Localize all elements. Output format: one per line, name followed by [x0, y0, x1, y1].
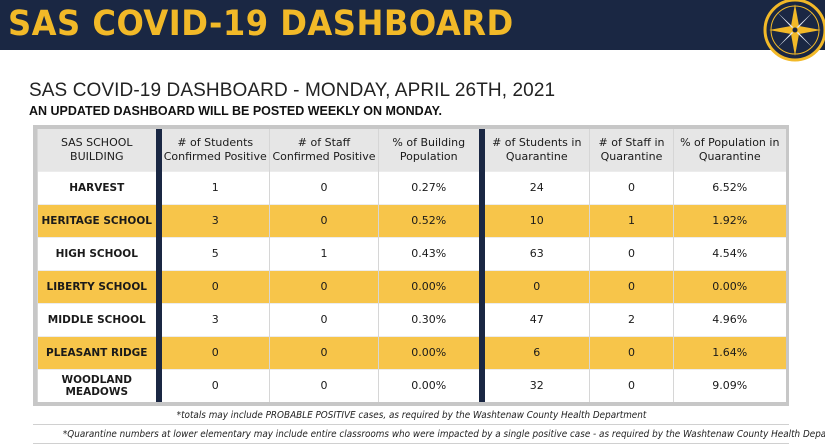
cell-building-population: 0.30% [378, 302, 482, 336]
cell-staff-positive: 1 [269, 236, 379, 270]
top-banner: SAS COVID-19 DASHBOARD [0, 0, 825, 62]
cell-population-quarantine: 0.00% [673, 269, 786, 303]
cell-staff-quarantine: 2 [589, 302, 674, 336]
footnote-totals: *totals may include PROBABLE POSITIVE ca… [33, 407, 789, 425]
footnote-quarantine: *Quarantine numbers at lower elementary … [33, 426, 825, 444]
cell-building-population: 0.43% [378, 236, 482, 270]
cell-students-quarantine: 47 [478, 302, 590, 336]
cell-students-positive: 0 [155, 368, 270, 402]
header-staff-quarantine: # of Staff in Quarantine [589, 129, 674, 171]
table-row: HARVEST 1 0 0.27% 24 0 6.52% [37, 170, 786, 204]
footnote-quarantine-text: *Quarantine numbers at lower elementary … [62, 429, 825, 440]
cell-students-positive: 0 [155, 269, 270, 303]
cell-students-positive: 0 [155, 335, 270, 369]
table-row: PLEASANT RIDGE 0 0 0.00% 6 0 1.64% [37, 335, 786, 369]
header-students-positive: # of Students Confirmed Positive [155, 129, 270, 171]
cell-building-population: 0.00% [378, 269, 482, 303]
cell-students-quarantine: 32 [478, 368, 590, 402]
cell-staff-quarantine: 0 [589, 368, 674, 402]
cell-students-positive: 3 [155, 302, 270, 336]
cell-staff-positive: 0 [269, 170, 379, 204]
cell-building-population: 0.00% [378, 335, 482, 369]
header-building-population: % of Building Population [378, 129, 482, 171]
table-header-row: SAS SCHOOL BUILDING # of Students Confir… [37, 129, 786, 171]
cell-staff-positive: 0 [269, 335, 379, 369]
footnote-totals-text: *totals may include PROBABLE POSITIVE ca… [176, 410, 646, 421]
cell-staff-quarantine: 1 [589, 203, 674, 237]
dashboard-table: SAS SCHOOL BUILDING # of Students Confir… [37, 129, 786, 402]
page-title: SAS COVID-19 DASHBOARD - MONDAY, APRIL 2… [29, 80, 556, 101]
cell-population-quarantine: 1.64% [673, 335, 786, 369]
table-row: WOODLAND MEADOWS 0 0 0.00% 32 0 9.09% [37, 368, 786, 402]
cell-building: LIBERTY SCHOOL [37, 269, 159, 303]
header-building: SAS SCHOOL BUILDING [37, 129, 159, 171]
cell-building: HIGH SCHOOL [37, 236, 159, 270]
cell-population-quarantine: 9.09% [673, 368, 786, 402]
table-row: MIDDLE SCHOOL 3 0 0.30% 47 2 4.96% [37, 302, 786, 336]
cell-staff-positive: 0 [269, 269, 379, 303]
cell-population-quarantine: 4.96% [673, 302, 786, 336]
cell-students-quarantine: 6 [478, 335, 590, 369]
header-population-quarantine: % of Population in Quarantine [673, 129, 786, 171]
table-row: LIBERTY SCHOOL 0 0 0.00% 0 0 0.00% [37, 269, 786, 303]
page-subtitle: AN UPDATED DASHBOARD WILL BE POSTED WEEK… [29, 104, 443, 118]
cell-staff-positive: 0 [269, 302, 379, 336]
cell-staff-positive: 0 [269, 368, 379, 402]
cell-building-population: 0.27% [378, 170, 482, 204]
cell-building: HARVEST [37, 170, 159, 204]
compass-rose-icon [763, 0, 825, 62]
cell-students-quarantine: 10 [478, 203, 590, 237]
cell-students-positive: 5 [155, 236, 270, 270]
cell-students-quarantine: 0 [478, 269, 590, 303]
cell-building: PLEASANT RIDGE [37, 335, 159, 369]
header-staff-positive: # of Staff Confirmed Positive [269, 129, 379, 171]
cell-staff-quarantine: 0 [589, 170, 674, 204]
cell-students-quarantine: 63 [478, 236, 590, 270]
cell-staff-positive: 0 [269, 203, 379, 237]
cell-staff-quarantine: 0 [589, 236, 674, 270]
table-row: HERITAGE SCHOOL 3 0 0.52% 10 1 1.92% [37, 203, 786, 237]
dashboard-table-frame: SAS SCHOOL BUILDING # of Students Confir… [33, 125, 789, 406]
cell-building-population: 0.00% [378, 368, 482, 402]
cell-building: HERITAGE SCHOOL [37, 203, 159, 237]
cell-students-quarantine: 24 [478, 170, 590, 204]
cell-population-quarantine: 1.92% [673, 203, 786, 237]
table-row: HIGH SCHOOL 5 1 0.43% 63 0 4.54% [37, 236, 786, 270]
banner-title: SAS COVID-19 DASHBOARD [8, 4, 514, 44]
cell-building: MIDDLE SCHOOL [37, 302, 159, 336]
header-students-quarantine: # of Students in Quarantine [478, 129, 590, 171]
cell-staff-quarantine: 0 [589, 269, 674, 303]
cell-building: WOODLAND MEADOWS [37, 368, 159, 402]
cell-staff-quarantine: 0 [589, 335, 674, 369]
cell-population-quarantine: 6.52% [673, 170, 786, 204]
cell-building-population: 0.52% [378, 203, 482, 237]
cell-population-quarantine: 4.54% [673, 236, 786, 270]
cell-students-positive: 3 [155, 203, 270, 237]
cell-students-positive: 1 [155, 170, 270, 204]
